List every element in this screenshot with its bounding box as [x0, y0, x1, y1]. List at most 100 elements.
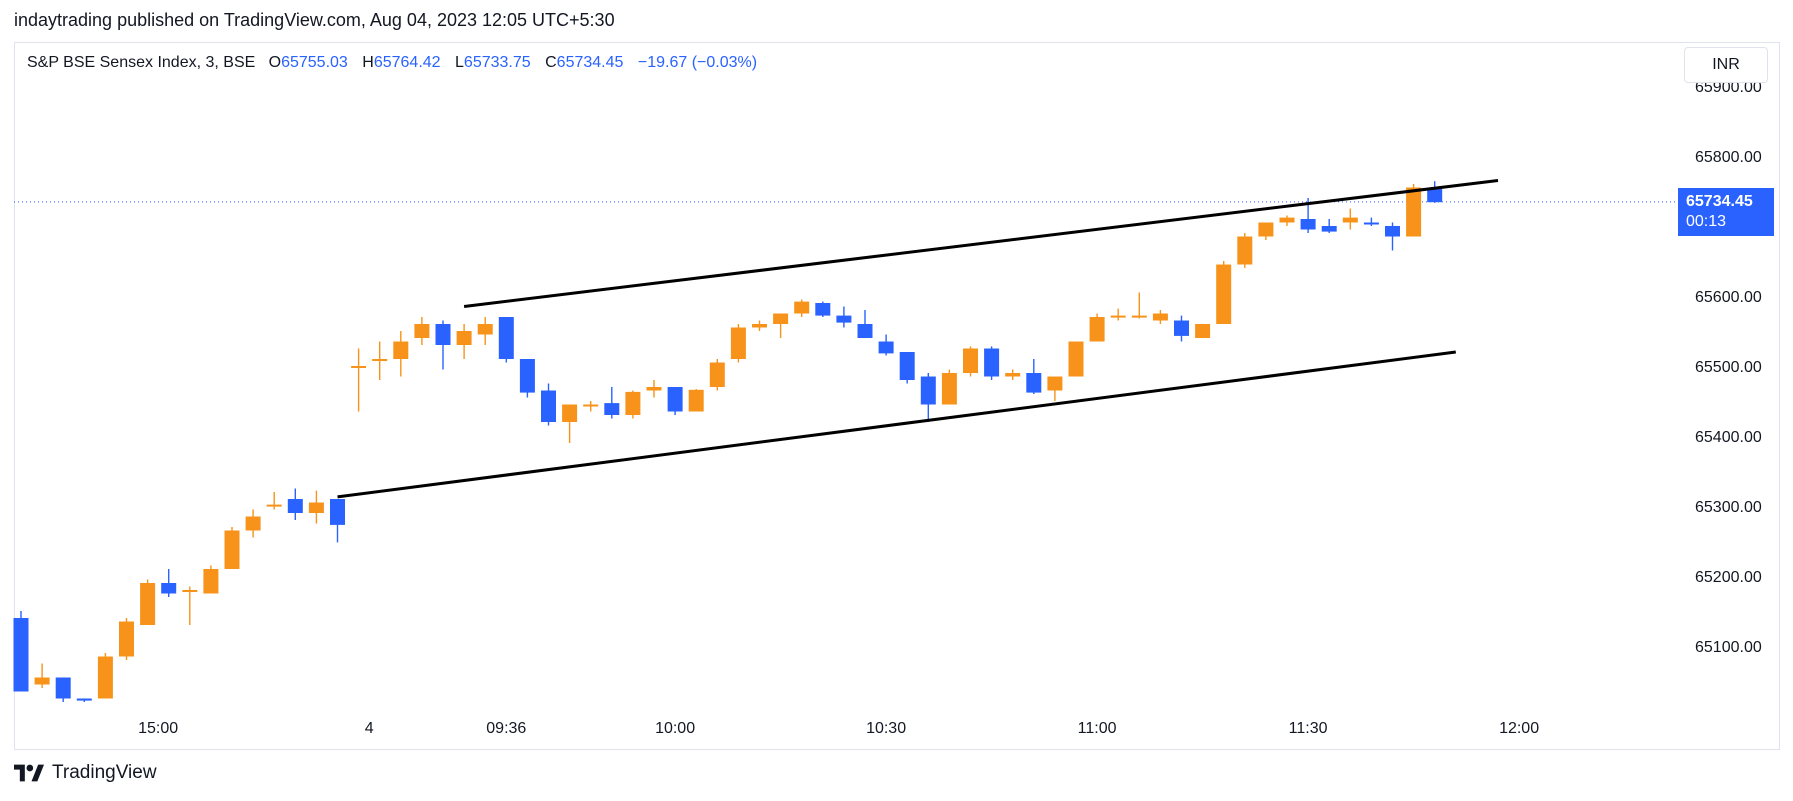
candle: [1385, 222, 1400, 251]
candle: [963, 346, 978, 377]
last-price-tag: 65734.45 00:13: [1678, 188, 1774, 236]
candle-body: [667, 387, 683, 412]
chart-panel[interactable]: [14, 42, 1780, 750]
currency-button[interactable]: INR: [1684, 47, 1768, 83]
candle-body: [752, 324, 767, 328]
candle-body: [287, 499, 303, 513]
y-axis-tick-label: 65900.00: [1695, 79, 1762, 96]
candle: [119, 618, 134, 660]
y-axis-tick-label: 65600.00: [1695, 289, 1762, 306]
candle-body: [351, 366, 367, 368]
x-axis-tick-label: 4: [365, 720, 374, 737]
x-axis-tick-label: 10:00: [655, 720, 695, 737]
candle-body: [773, 313, 789, 324]
candle-body: [541, 390, 556, 422]
candle-body: [13, 618, 29, 692]
candle: [34, 663, 50, 688]
open-value: 65755.03: [281, 54, 348, 71]
candle-body: [920, 376, 936, 405]
candle: [1342, 208, 1358, 230]
candle: [308, 490, 324, 524]
candle: [393, 331, 409, 377]
candle: [1131, 292, 1147, 319]
candle-body: [562, 404, 578, 422]
candle: [1174, 315, 1189, 342]
candle-body: [984, 348, 1000, 377]
candle-body: [203, 569, 219, 594]
candle: [161, 569, 177, 597]
candle: [76, 698, 92, 702]
candle-body: [794, 301, 810, 314]
candle-body: [119, 621, 134, 657]
candle-body: [1110, 315, 1126, 318]
candle: [541, 383, 556, 426]
candle-body: [815, 303, 831, 316]
candle-body: [1047, 376, 1063, 391]
candle: [1406, 184, 1422, 237]
candle-body: [498, 317, 514, 359]
chart-legend: S&P BSE Sensex Index, 3, BSE O65755.03 H…: [27, 54, 757, 72]
trendline-lower: [337, 350, 1456, 499]
candle: [55, 677, 71, 702]
candle-body: [76, 698, 92, 701]
candle: [920, 373, 936, 422]
symbol-label[interactable]: S&P BSE Sensex Index, 3, BSE: [27, 54, 256, 71]
candle: [97, 653, 113, 699]
candle-body: [435, 324, 451, 345]
candle-body: [245, 516, 261, 531]
candle: [688, 389, 704, 412]
candle: [1258, 222, 1274, 240]
candle-body: [941, 373, 957, 405]
y-axis-tick-label: 65400.00: [1695, 429, 1762, 446]
candle: [773, 313, 789, 338]
candle: [562, 404, 578, 443]
open-label: O: [268, 54, 282, 71]
candle-body: [1258, 222, 1274, 237]
y-axis-tick-label: 65300.00: [1695, 499, 1762, 516]
candle: [1363, 217, 1379, 226]
candle: [730, 324, 746, 363]
candle: [1005, 369, 1021, 380]
candle-body: [688, 389, 704, 412]
candle-body: [899, 352, 915, 380]
candle-body: [878, 341, 894, 354]
close-value: 65734.45: [556, 54, 624, 71]
candle: [245, 509, 261, 538]
high-value: 65764.42: [373, 54, 441, 71]
x-axis-tick-label: 09:36: [486, 720, 526, 737]
candle-body: [1237, 236, 1253, 265]
candle: [794, 299, 810, 317]
candle-body: [414, 324, 430, 338]
candle-body: [308, 502, 324, 513]
candle: [1195, 324, 1211, 338]
candle-body: [1216, 264, 1232, 324]
plot-area[interactable]: [13, 179, 1679, 703]
candle-body: [1195, 324, 1211, 338]
candle-body: [330, 499, 345, 525]
candle: [1089, 313, 1105, 342]
candle-body: [224, 530, 240, 569]
tradingview-logo-icon[interactable]: [14, 763, 44, 783]
candle-body: [1363, 222, 1379, 225]
candle-body: [1300, 219, 1316, 230]
tradingview-brand[interactable]: TradingView: [52, 762, 157, 783]
high-label: H: [362, 54, 374, 71]
candle-body: [55, 677, 71, 699]
candle: [836, 306, 852, 328]
y-axis-tick-label: 65200.00: [1695, 569, 1762, 586]
x-axis-tick-label: 11:00: [1078, 720, 1117, 737]
x-axis-tick-label: 10:30: [866, 720, 906, 737]
candle: [1427, 181, 1443, 203]
candle: [1047, 376, 1063, 401]
candle-body: [456, 331, 472, 345]
candle-body: [1068, 341, 1084, 377]
candle: [752, 320, 767, 331]
candle: [878, 334, 894, 356]
candle: [646, 380, 662, 398]
candle-body: [1427, 187, 1443, 203]
candle: [583, 401, 599, 412]
candle: [625, 390, 641, 419]
candle-body: [1406, 187, 1422, 237]
candle-body: [393, 341, 409, 359]
